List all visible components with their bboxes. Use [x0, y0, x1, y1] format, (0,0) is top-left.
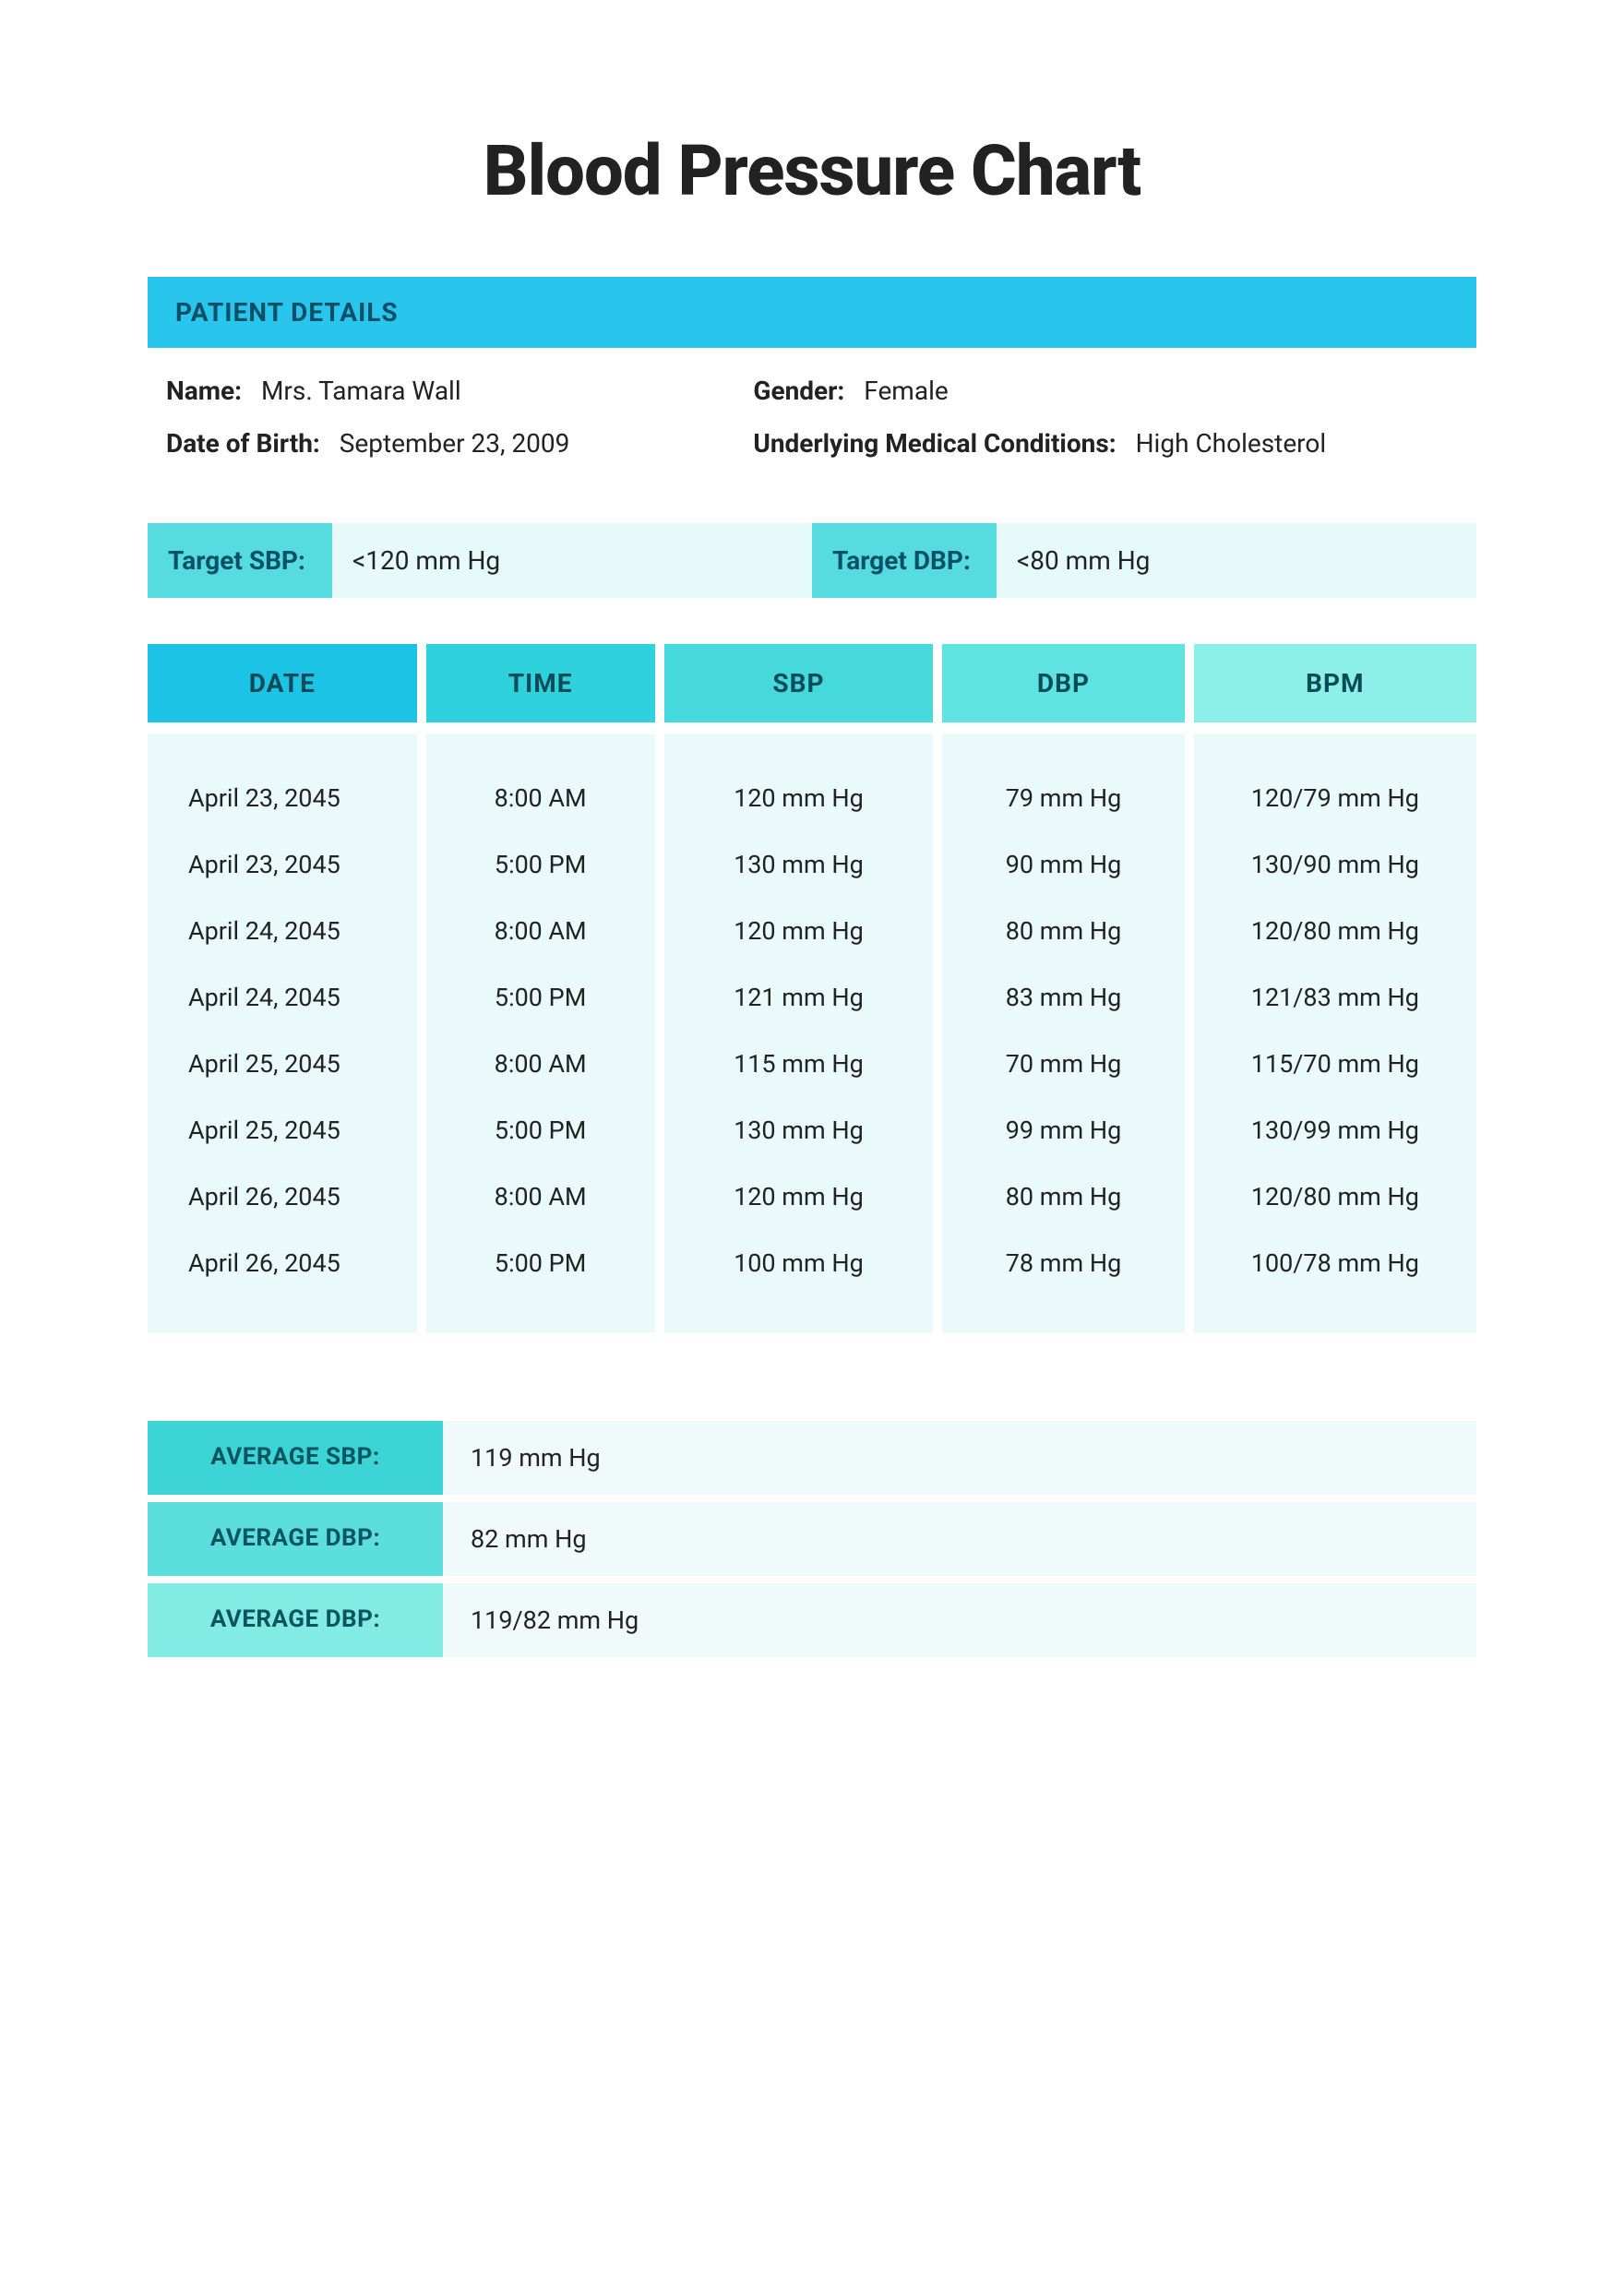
table-cell: 120 mm Hg: [683, 1163, 915, 1230]
table-cell: 130 mm Hg: [683, 831, 915, 898]
table-header-cell: TIME: [426, 644, 655, 722]
target-sbp-label: Target SBP:: [148, 523, 332, 598]
table-cell: 79 mm Hg: [961, 765, 1165, 831]
table-column: 8:00 AM5:00 PM8:00 AM5:00 PM8:00 AM5:00 …: [426, 734, 655, 1333]
table-cell: 80 mm Hg: [961, 898, 1165, 964]
patient-gender-label: Gender:: [753, 376, 844, 406]
table-cell: April 24, 2045: [166, 898, 399, 964]
table-cell: April 26, 2045: [166, 1163, 399, 1230]
patient-gender-value: Female: [864, 376, 948, 406]
average-label: AVERAGE SBP:: [148, 1421, 443, 1495]
targets-row: Target SBP: <120 mm Hg Target DBP: <80 m…: [148, 523, 1476, 598]
table-cell: 115 mm Hg: [683, 1031, 915, 1097]
average-value: 119/82 mm Hg: [443, 1583, 1476, 1657]
table-cell: April 23, 2045: [166, 765, 399, 831]
table-cell: April 25, 2045: [166, 1031, 399, 1097]
table-cell: 100/78 mm Hg: [1212, 1230, 1458, 1296]
average-row: AVERAGE DBP:119/82 mm Hg: [148, 1583, 1476, 1657]
table-body: April 23, 2045April 23, 2045April 24, 20…: [148, 734, 1476, 1333]
table-cell: 120 mm Hg: [683, 898, 915, 964]
table-cell: 121/83 mm Hg: [1212, 964, 1458, 1031]
table-cell: 78 mm Hg: [961, 1230, 1165, 1296]
table-cell: 130 mm Hg: [683, 1097, 915, 1163]
average-label: AVERAGE DBP:: [148, 1502, 443, 1576]
patient-dob-label: Date of Birth:: [166, 428, 320, 459]
averages-section: AVERAGE SBP:119 mm HgAVERAGE DBP:82 mm H…: [148, 1421, 1476, 1657]
table-column: 79 mm Hg90 mm Hg80 mm Hg83 mm Hg70 mm Hg…: [942, 734, 1184, 1333]
readings-table: DATETIMESBPDBPBPM April 23, 2045April 23…: [148, 644, 1476, 1333]
table-cell: 8:00 AM: [445, 765, 637, 831]
table-cell: 99 mm Hg: [961, 1097, 1165, 1163]
table-cell: 120/79 mm Hg: [1212, 765, 1458, 831]
target-sbp-value: <120 mm Hg: [332, 523, 812, 598]
target-dbp-value: <80 mm Hg: [997, 523, 1476, 598]
average-row: AVERAGE DBP:82 mm Hg: [148, 1502, 1476, 1576]
table-cell: April 26, 2045: [166, 1230, 399, 1296]
patient-name-value: Mrs. Tamara Wall: [261, 376, 461, 406]
patient-dob-field: Date of Birth: September 23, 2009: [166, 428, 753, 459]
table-cell: April 23, 2045: [166, 831, 399, 898]
patient-gender-field: Gender: Female: [753, 376, 1458, 406]
patient-name-label: Name:: [166, 376, 242, 406]
table-cell: 5:00 PM: [445, 1230, 637, 1296]
table-cell: 8:00 AM: [445, 1031, 637, 1097]
table-cell: 90 mm Hg: [961, 831, 1165, 898]
table-cell: 120/80 mm Hg: [1212, 898, 1458, 964]
patient-conditions-value: High Cholesterol: [1136, 428, 1327, 459]
patient-dob-value: September 23, 2009: [340, 428, 570, 459]
table-header-row: DATETIMESBPDBPBPM: [148, 644, 1476, 722]
table-header-cell: BPM: [1194, 644, 1476, 722]
table-cell: 5:00 PM: [445, 1097, 637, 1163]
average-value: 119 mm Hg: [443, 1421, 1476, 1495]
patient-conditions-field: Underlying Medical Conditions: High Chol…: [753, 428, 1458, 459]
table-column: April 23, 2045April 23, 2045April 24, 20…: [148, 734, 417, 1333]
table-cell: April 25, 2045: [166, 1097, 399, 1163]
table-cell: 70 mm Hg: [961, 1031, 1165, 1097]
table-cell: 120/80 mm Hg: [1212, 1163, 1458, 1230]
page-title: Blood Pressure Chart: [148, 129, 1476, 212]
table-cell: 121 mm Hg: [683, 964, 915, 1031]
table-header-cell: DBP: [942, 644, 1184, 722]
table-cell: 8:00 AM: [445, 1163, 637, 1230]
table-cell: 8:00 AM: [445, 898, 637, 964]
table-column: 120 mm Hg130 mm Hg120 mm Hg121 mm Hg115 …: [664, 734, 934, 1333]
table-cell: 130/99 mm Hg: [1212, 1097, 1458, 1163]
table-cell: 83 mm Hg: [961, 964, 1165, 1031]
table-column: 120/79 mm Hg130/90 mm Hg120/80 mm Hg121/…: [1194, 734, 1476, 1333]
table-header-cell: DATE: [148, 644, 417, 722]
table-cell: 130/90 mm Hg: [1212, 831, 1458, 898]
target-dbp-label: Target DBP:: [812, 523, 997, 598]
average-row: AVERAGE SBP:119 mm Hg: [148, 1421, 1476, 1495]
patient-details-grid: Name: Mrs. Tamara Wall Gender: Female Da…: [148, 348, 1476, 486]
table-header-cell: SBP: [664, 644, 934, 722]
table-cell: 80 mm Hg: [961, 1163, 1165, 1230]
patient-details-header: PATIENT DETAILS: [148, 277, 1476, 348]
patient-name-field: Name: Mrs. Tamara Wall: [166, 376, 753, 406]
table-cell: 5:00 PM: [445, 831, 637, 898]
average-value: 82 mm Hg: [443, 1502, 1476, 1576]
average-label: AVERAGE DBP:: [148, 1583, 443, 1657]
table-cell: 115/70 mm Hg: [1212, 1031, 1458, 1097]
table-cell: April 24, 2045: [166, 964, 399, 1031]
table-cell: 120 mm Hg: [683, 765, 915, 831]
patient-conditions-label: Underlying Medical Conditions:: [753, 428, 1116, 459]
table-cell: 5:00 PM: [445, 964, 637, 1031]
table-cell: 100 mm Hg: [683, 1230, 915, 1296]
